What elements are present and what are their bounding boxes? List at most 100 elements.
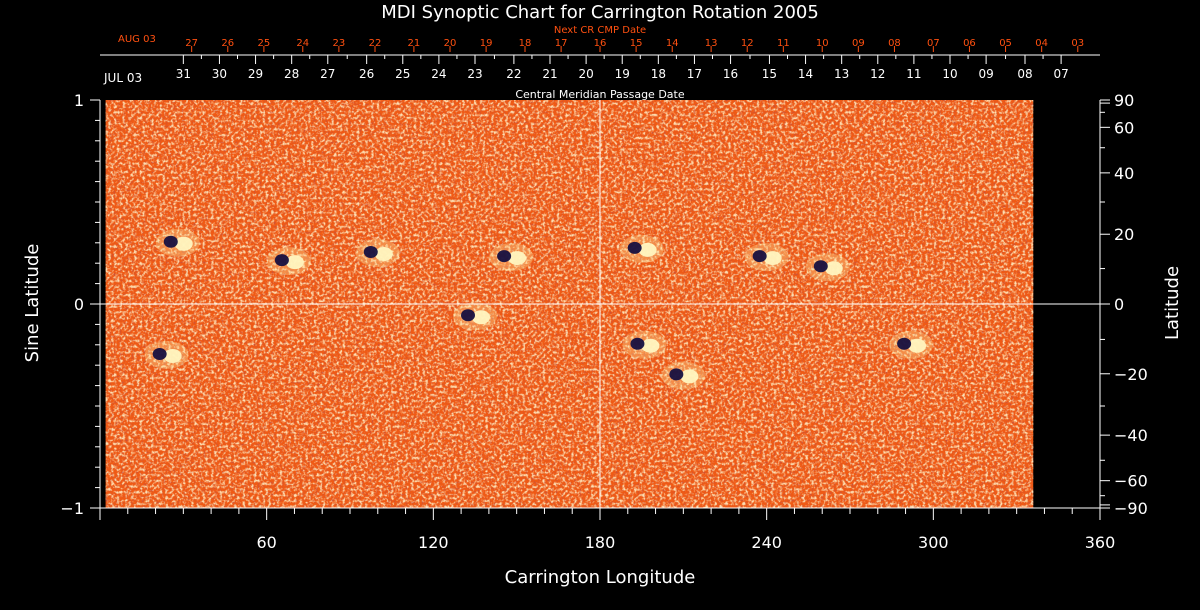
magnetogram-map: [100, 100, 1100, 508]
next-cr-date-label: 04: [1035, 38, 1048, 49]
positive-polarity-spot: [763, 251, 782, 266]
cmp-date-label: 28: [284, 67, 299, 81]
active-region: [155, 228, 200, 257]
next-cr-date-label: 23: [333, 38, 346, 49]
next-cr-date-label: 14: [666, 38, 679, 49]
positive-polarity-spot: [374, 247, 393, 261]
active-region: [355, 239, 400, 267]
positive-polarity-spot: [163, 349, 182, 363]
y-right-tick-label: 0: [1114, 295, 1124, 314]
x-tick-label: 240: [751, 533, 782, 552]
cmp-date-label: 20: [578, 67, 593, 81]
cmp-date-label: 29: [248, 67, 263, 81]
cmp-date-label: 11: [906, 67, 921, 81]
next-cr-date-label: 05: [999, 38, 1012, 49]
cmp-date-label: 14: [798, 67, 813, 81]
next-cr-start-label: AUG 03: [118, 34, 156, 45]
negative-polarity-spot: [497, 250, 512, 263]
active-region: [622, 330, 667, 359]
axes: 60 120 180 240 300 36010−1906040200−20−40−60−…: [60, 38, 1147, 552]
negative-polarity-spot: [813, 260, 828, 273]
cmp-date-label: 23: [467, 67, 482, 81]
next-cr-date-label: 21: [408, 38, 421, 49]
next-cr-date-label: 03: [1071, 38, 1084, 49]
negative-polarity-spot: [363, 246, 378, 258]
negative-polarity-spot: [630, 337, 645, 350]
negative-polarity-spot: [897, 337, 912, 350]
next-cr-date-label: 11: [777, 38, 790, 49]
cmp-date-label: 25: [395, 67, 410, 81]
y-right-tick-label: −60: [1114, 472, 1148, 491]
cmp-date-label: 15: [762, 67, 777, 81]
cmp-date-label: 18: [651, 67, 666, 81]
next-cr-axis-label: Next CR CMP Date: [554, 25, 646, 36]
y-axis-right-label: Latitude: [1162, 266, 1183, 340]
y-axis-left-label: Sine Latitude: [22, 244, 43, 363]
negative-polarity-spot: [669, 368, 684, 381]
y-right-tick-label: 60: [1114, 118, 1134, 137]
positive-polarity-spot: [908, 338, 927, 353]
active-region: [744, 243, 789, 272]
y-left-tick-label: 0: [74, 295, 84, 314]
negative-polarity-spot: [163, 235, 178, 248]
cmp-date-label: 26: [359, 67, 374, 81]
positive-polarity-spot: [641, 338, 660, 353]
negative-polarity-spot: [152, 348, 167, 360]
positive-polarity-spot: [472, 310, 490, 325]
positive-polarity-spot: [824, 261, 843, 276]
cmp-date-label: 17: [687, 67, 702, 81]
positive-polarity-spot: [174, 236, 193, 251]
y-right-tick-label: −40: [1114, 426, 1148, 445]
chart-title: MDI Synoptic Chart for Carrington Rotati…: [381, 2, 819, 23]
x-tick-label: 180: [585, 533, 616, 552]
next-cr-date-label: 06: [963, 38, 976, 49]
y-right-tick-label: 20: [1114, 225, 1134, 244]
active-region: [805, 253, 850, 282]
next-cr-date-label: 17: [555, 38, 568, 49]
next-cr-date-label: 07: [927, 38, 940, 49]
y-right-tick-label: −20: [1114, 365, 1148, 384]
active-region: [619, 234, 664, 263]
cmp-date-label: 07: [1053, 67, 1068, 81]
next-cr-date-label: 27: [185, 38, 198, 49]
active-region: [661, 361, 706, 390]
cmp-date-label: 27: [320, 67, 335, 81]
next-cr-cmp-axis: Next CR CMP Date AUG 03: [118, 25, 646, 45]
next-cr-date-label: 08: [888, 38, 901, 49]
next-cr-date-label: 19: [480, 38, 493, 49]
positive-polarity-spot: [638, 242, 657, 257]
cmp-date-label: 12: [870, 67, 885, 81]
next-cr-date-label: 26: [221, 38, 234, 49]
cmp-date-label: 08: [1017, 67, 1032, 81]
next-cr-date-label: 15: [630, 38, 643, 49]
x-tick-label: 60: [256, 533, 276, 552]
x-axis-label: Carrington Longitude: [505, 567, 696, 588]
x-tick-label: 360: [1085, 533, 1116, 552]
active-region: [144, 341, 189, 369]
positive-polarity-spot: [508, 251, 527, 266]
negative-polarity-spot: [274, 254, 289, 267]
next-cr-date-label: 22: [369, 38, 382, 49]
x-tick-label: 300: [918, 533, 949, 552]
cmp-date-label: 30: [212, 67, 227, 81]
y-left-tick-label: 1: [74, 91, 84, 110]
positive-polarity-spot: [285, 255, 304, 270]
next-cr-date-label: 24: [296, 38, 309, 49]
positive-polarity-spot: [680, 369, 699, 384]
cmp-date-label: 22: [506, 67, 521, 81]
active-region: [453, 302, 497, 331]
negative-polarity-spot: [461, 309, 475, 322]
y-right-tick-label: 90: [1114, 91, 1134, 110]
x-tick-label: 120: [418, 533, 449, 552]
next-cr-date-label: 20: [444, 38, 457, 49]
negative-polarity-spot: [627, 241, 642, 254]
cmp-date-label: 24: [431, 67, 446, 81]
cmp-date-axis: JUL 03 Central Meridian Passage Date: [103, 71, 685, 101]
y-right-tick-label: −90: [1114, 499, 1148, 518]
next-cr-date-label: 18: [519, 38, 532, 49]
active-region: [489, 243, 534, 272]
y-right-tick-label: 40: [1114, 164, 1134, 183]
cmp-date-label: 16: [723, 67, 738, 81]
cmp-date-label: 21: [542, 67, 557, 81]
